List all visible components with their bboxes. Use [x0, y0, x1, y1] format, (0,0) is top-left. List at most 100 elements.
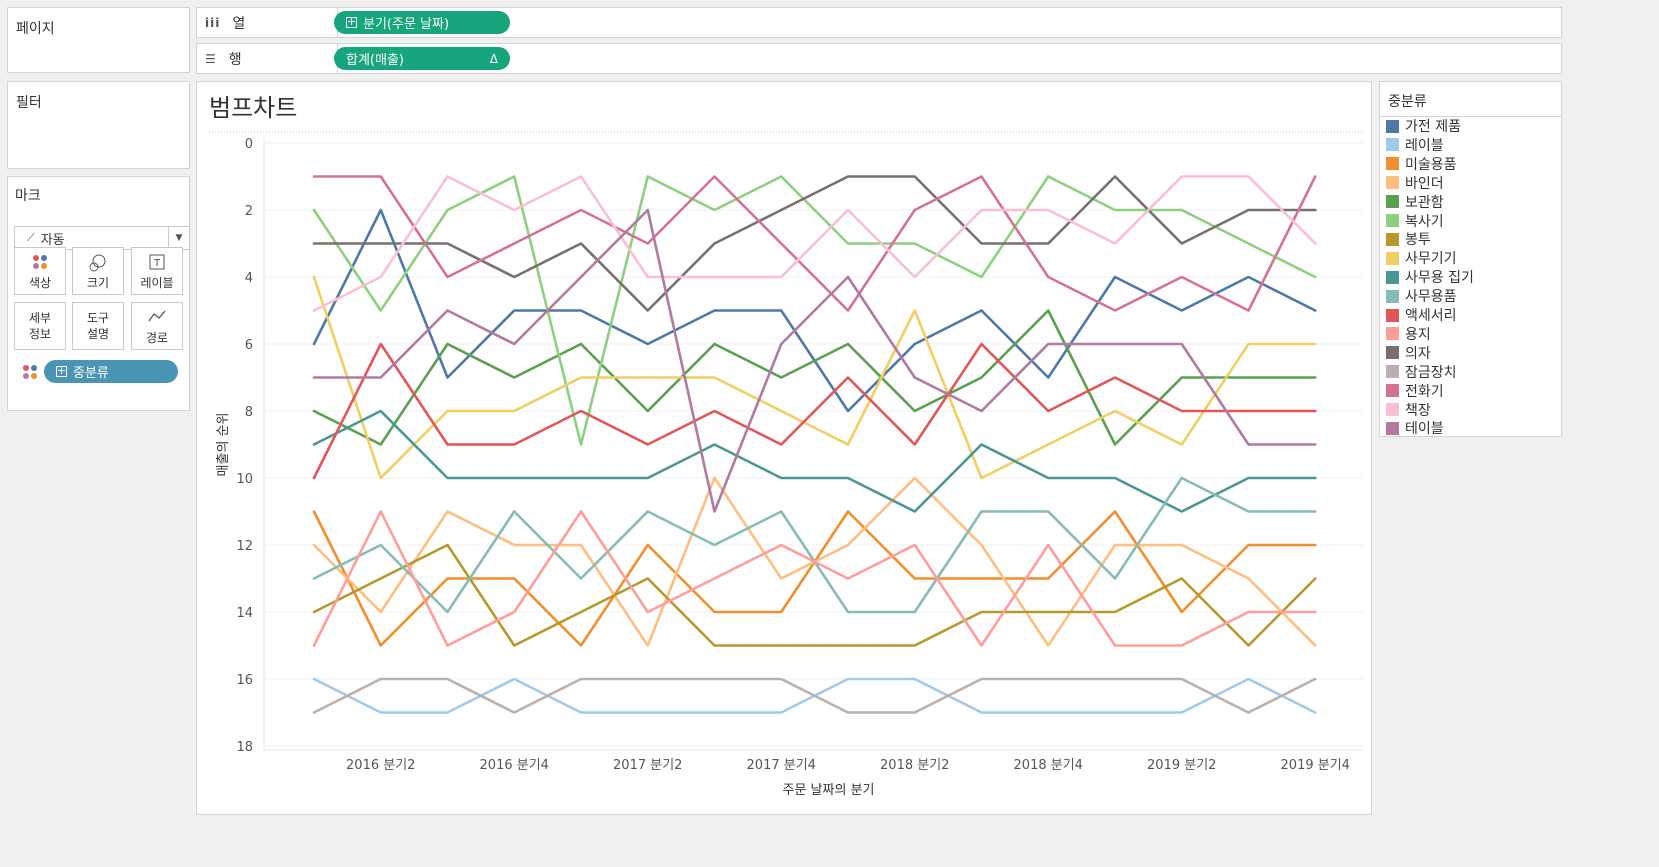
rows-shelf[interactable]: ☰ 행 합계(매출) Δ: [196, 43, 1562, 74]
rows-icon: ☰: [205, 51, 217, 66]
label-label: 레이블: [140, 276, 174, 290]
label-button[interactable]: T 레이블: [131, 247, 183, 295]
rows-pill-label: 합계(매출): [346, 53, 404, 68]
tooltip-label-1: 도구: [86, 311, 110, 325]
legend-label: 봉투: [1405, 232, 1431, 249]
legend-item[interactable]: 봉투: [1386, 230, 1431, 248]
legend-item[interactable]: 미술용품: [1386, 155, 1457, 173]
legend-label: 사무기기: [1405, 251, 1457, 268]
y-tick-label: 2: [245, 204, 253, 219]
chart-panel: 범프차트 0 2 4 6 8 10 12 14 16 18 매출의 순위 2016 분기2 2016 분기…: [196, 81, 1372, 815]
series-line: [312, 510, 1317, 647]
y-tick-label: 8: [245, 405, 253, 420]
detail-label-2: 정보: [28, 327, 52, 341]
mark-field-pill[interactable]: + 중분류: [44, 360, 178, 383]
legend-swatch: [1386, 421, 1399, 435]
legend-swatch: [1386, 138, 1399, 152]
mark-type-select[interactable]: ⟋ 자동 ▼: [14, 226, 190, 250]
legend-item[interactable]: 잠금장치: [1386, 363, 1457, 381]
color-icon: [15, 254, 65, 274]
tooltip-label-2: 설명: [86, 327, 110, 341]
legend-swatch: [1386, 346, 1399, 360]
detail-label-1: 세부: [28, 311, 52, 325]
rows-label: 행: [228, 51, 242, 68]
legend-divider: [1380, 116, 1561, 117]
legend-item[interactable]: 바인더: [1386, 174, 1444, 192]
legend-item[interactable]: 전화기: [1386, 382, 1444, 400]
legend-item[interactable]: 책장: [1386, 401, 1431, 419]
path-label: 경로: [145, 331, 169, 345]
x-tick-label: 2017 분기4: [747, 758, 816, 773]
x-tick-label: 2018 분기4: [1014, 758, 1083, 773]
color-button[interactable]: 색상: [14, 247, 66, 295]
columns-shelf[interactable]: iii 열 + 분기(주문 날짜): [196, 7, 1562, 38]
size-icon: [73, 254, 123, 274]
table-calc-delta-icon: Δ: [489, 51, 498, 66]
y-tick-label: 16: [236, 673, 253, 688]
columns-pill-label: 분기(주문 날짜): [363, 17, 450, 32]
legend-label: 사무용 집기: [1405, 270, 1474, 287]
svg-text:T: T: [153, 258, 161, 269]
legend-swatch: [1386, 157, 1399, 171]
legend-item[interactable]: 용지: [1386, 325, 1431, 343]
legend-label: 책장: [1405, 402, 1431, 419]
mark-field-pill-label: 중분류: [73, 366, 109, 381]
legend-label: 레이블: [1405, 137, 1444, 154]
tooltip-button[interactable]: 도구 설명: [72, 302, 124, 350]
pages-panel: 페이지: [7, 7, 190, 73]
y-tick-label: 18: [236, 740, 253, 755]
legend-swatch: [1386, 308, 1399, 322]
legend-swatch: [1386, 176, 1399, 190]
x-axis-label: 주문 날짜의 분기: [783, 783, 875, 798]
series-line: [312, 175, 1317, 312]
legend-label: 미술용품: [1405, 156, 1457, 173]
legend-item[interactable]: 가전 제품: [1386, 117, 1461, 135]
columns-pill[interactable]: + 분기(주문 날짜): [334, 11, 510, 34]
path-icon: [132, 309, 182, 329]
expand-icon[interactable]: +: [346, 15, 357, 28]
chart-title: 범프차트: [209, 94, 297, 122]
legend-swatch: [1386, 384, 1399, 398]
series-line: [312, 677, 1317, 714]
legend-item[interactable]: 액세서리: [1386, 306, 1457, 324]
series-line: [312, 275, 1317, 480]
legend-label: 의자: [1405, 345, 1431, 362]
y-tick-label: 10: [236, 472, 253, 487]
legend-swatch: [1386, 214, 1399, 227]
legend-swatch: [1386, 195, 1399, 209]
y-tick-label: 14: [236, 606, 253, 621]
legend-item[interactable]: 사무용품: [1386, 287, 1457, 305]
series-line: [312, 510, 1317, 647]
rows-pill[interactable]: 합계(매출) Δ: [334, 47, 510, 70]
legend-label: 가전 제품: [1405, 119, 1461, 135]
size-button[interactable]: 크기: [72, 247, 124, 295]
legend-swatch: [1386, 365, 1399, 379]
legend-item[interactable]: 사무용 집기: [1386, 268, 1474, 286]
legend-item[interactable]: 사무기기: [1386, 249, 1457, 267]
text-icon: T: [132, 254, 182, 274]
detail-button[interactable]: 세부 정보: [14, 302, 66, 350]
legend-item[interactable]: 보관함: [1386, 193, 1444, 211]
rows-shelf-label: ☰ 행: [197, 44, 338, 73]
x-tick-label: 2018 분기2: [880, 758, 949, 773]
legend-item[interactable]: 복사기: [1386, 212, 1444, 230]
legend-label: 용지: [1405, 326, 1431, 343]
legend-item[interactable]: 테이블: [1386, 419, 1444, 437]
legend-label: 보관함: [1405, 194, 1444, 211]
x-tick-label: 2019 분기4: [1281, 758, 1350, 773]
legend-label: 액세서리: [1405, 308, 1457, 324]
chevron-down-icon[interactable]: ▼: [168, 227, 189, 249]
legend-item[interactable]: 레이블: [1386, 136, 1444, 154]
legend-label: 테이블: [1405, 421, 1444, 438]
legend-label: 복사기: [1405, 213, 1444, 230]
y-axis-label: 매출의 순위: [216, 413, 231, 477]
legend-item[interactable]: 의자: [1386, 344, 1431, 362]
filters-panel[interactable]: 필터: [7, 81, 190, 169]
series-line: [312, 309, 1317, 446]
filters-label: 필터: [16, 95, 42, 111]
columns-icon: iii: [205, 15, 221, 30]
color-label: 색상: [28, 276, 52, 290]
path-button[interactable]: 경로: [131, 302, 183, 350]
legend-swatch: [1386, 403, 1399, 416]
expand-icon[interactable]: +: [56, 364, 67, 377]
